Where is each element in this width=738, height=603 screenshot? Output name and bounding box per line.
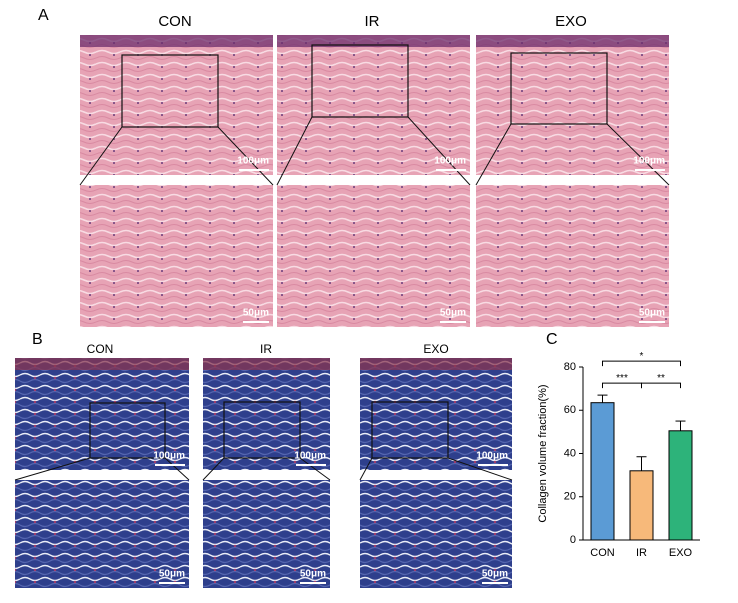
zoom-line	[202, 457, 225, 481]
zoom-line	[14, 457, 91, 481]
scale-label: 100μm	[237, 156, 269, 167]
y-tick-label: 0	[570, 534, 576, 546]
scale-label: 100μm	[476, 451, 508, 462]
y-tick-label: 40	[564, 447, 576, 459]
scale-label: 50μm	[159, 569, 185, 580]
panel-label: B	[32, 331, 43, 348]
tissue-edge	[80, 35, 273, 47]
zoom-line	[606, 123, 670, 186]
zoom-box	[89, 402, 166, 459]
zoom-line	[359, 457, 373, 481]
zoom-line	[407, 116, 471, 186]
zoom-line	[79, 126, 123, 186]
zoom-line	[164, 457, 190, 481]
micrograph-zoom	[15, 480, 189, 588]
x-tick-label: EXO	[669, 547, 693, 559]
scale-label: 50μm	[440, 308, 466, 319]
sig-label: **	[657, 373, 665, 384]
micrograph	[277, 35, 470, 175]
micrograph-zoom	[80, 185, 273, 327]
bar	[590, 402, 615, 541]
tissue-edge	[203, 358, 330, 370]
micrograph-zoom	[203, 480, 330, 588]
micrograph	[476, 35, 669, 175]
zoom-box	[510, 52, 608, 125]
zoom-box	[121, 54, 219, 128]
x-tick-label: IR	[636, 547, 647, 559]
x-tick-label: CON	[590, 547, 615, 559]
scale-label: 100μm	[153, 451, 185, 462]
sig-bracket	[602, 382, 642, 389]
zoom-line	[217, 126, 274, 186]
group-label: IR	[365, 13, 380, 30]
bar	[668, 430, 693, 541]
y-axis-label: Collagen volume fraction(%)	[537, 384, 549, 522]
group-label: EXO	[423, 342, 448, 356]
scale-label: 50μm	[482, 569, 508, 580]
tissue-edge	[277, 35, 470, 47]
sig-label: ***	[616, 373, 628, 384]
y-tick-label: 80	[564, 361, 576, 373]
tissue-edge	[15, 358, 189, 370]
group-label: IR	[260, 342, 272, 356]
sig-bracket	[641, 382, 681, 389]
sig-label: *	[640, 351, 644, 362]
zoom-line	[447, 457, 513, 481]
group-label: CON	[87, 342, 114, 356]
group-label: EXO	[555, 13, 587, 30]
micrograph-zoom	[476, 185, 669, 327]
y-tick-label: 60	[564, 404, 576, 416]
micrograph-zoom	[360, 480, 512, 588]
tissue-edge	[360, 358, 512, 370]
scale-label: 50μm	[639, 308, 665, 319]
zoom-line	[299, 457, 331, 481]
panel-label: A	[38, 7, 49, 24]
group-label: CON	[158, 13, 191, 30]
scale-label: 50μm	[243, 308, 269, 319]
scale-label: 50μm	[300, 569, 326, 580]
micrograph	[360, 358, 512, 470]
micrograph-zoom	[277, 185, 470, 327]
zoom-box	[371, 401, 449, 459]
scale-label: 100μm	[294, 451, 326, 462]
sig-bracket	[602, 360, 681, 367]
zoom-line	[475, 123, 512, 186]
scale-label: 100μm	[434, 156, 466, 167]
zoom-box	[311, 44, 409, 118]
panel-label: C	[546, 331, 558, 348]
zoom-box	[223, 401, 301, 459]
scale-label: 100μm	[633, 156, 665, 167]
tissue-edge	[476, 35, 669, 47]
zoom-line	[276, 116, 313, 186]
bar	[629, 470, 654, 541]
micrograph	[15, 358, 189, 470]
y-tick-label: 20	[564, 491, 576, 503]
